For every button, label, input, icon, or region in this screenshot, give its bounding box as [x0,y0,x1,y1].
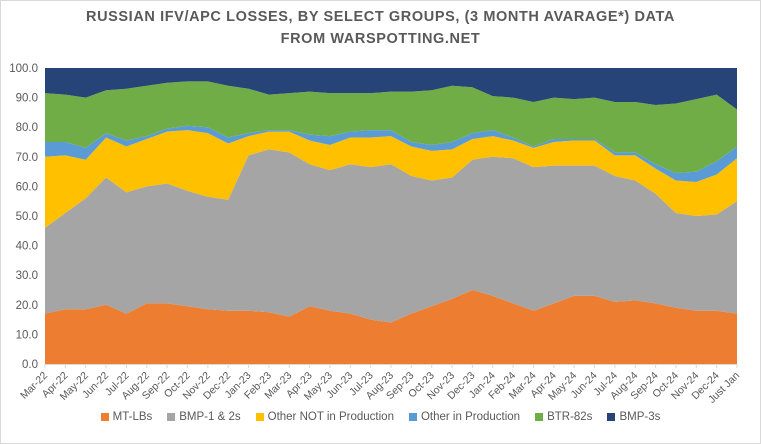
y-tick-label: 100.0 [9,63,38,75]
legend-item: MT-LBs [100,411,153,423]
legend: MT-LBs BMP-1 & 2s Other NOT in Production O… [0,411,761,423]
area-other-in-production [45,125,737,182]
legend-swatch [167,413,176,421]
y-axis: 0.0 10.0 20.0 30.0 40.0 50.0 60.0 70.0 80.0 90.0 1… [9,63,38,371]
area-layers [45,68,737,364]
y-tick-label: 30.0 [16,270,38,282]
y-tick-label: 80.0 [16,122,38,134]
legend-item: BMP-3s [607,411,660,423]
y-tick-label: 70.0 [16,152,38,164]
area-mt-lbs [45,290,737,364]
y-tick-label: 0.0 [22,359,38,371]
area-btr-82s [45,81,737,174]
legend-swatch [607,413,616,421]
y-tick-label: 50.0 [16,211,38,223]
y-tick-label: 40.0 [16,241,38,253]
chart-title-line1: RUSSIAN IFV/APC LOSSES, BY SELECT GROUPS… [86,9,675,25]
legend-label: BTR-82s [547,411,593,423]
legend-swatch [255,413,264,421]
legend-label: Other NOT in Production [267,411,394,423]
legend-item: Other in Production [408,411,521,423]
y-tick-label: 60.0 [16,181,38,193]
area-bmp-3s [45,68,737,110]
y-tick-label: 10.0 [16,329,38,341]
legend-label: Other in Production [420,411,521,423]
y-tick-label: 20.0 [16,300,38,312]
legend-item: BTR-82s [535,411,592,423]
legend-label: MT-LBs [112,411,153,423]
legend-label: BMP-3s [619,411,661,423]
legend-item: BMP-1 & 2s [167,411,241,423]
legend-swatch [408,413,417,421]
legend-swatch [535,413,544,421]
legend-item: Other NOT in Production [255,411,394,423]
legend-label: BMP-1 & 2s [179,411,241,423]
chart-title-line2: FROM WARSPOTTING.NET [280,31,481,47]
x-axis: Mar-22Apr-22May-22Jun-22Jul-22Aug-22Sep-… [18,364,742,406]
area-bmp-1-2s [45,149,737,323]
area-other-not-in-production [45,130,737,228]
chart-title: RUSSIAN IFV/APC LOSSES, BY SELECT GROUPS… [0,6,761,50]
y-tick-label: 90.0 [16,93,38,105]
legend-swatch [100,413,109,421]
